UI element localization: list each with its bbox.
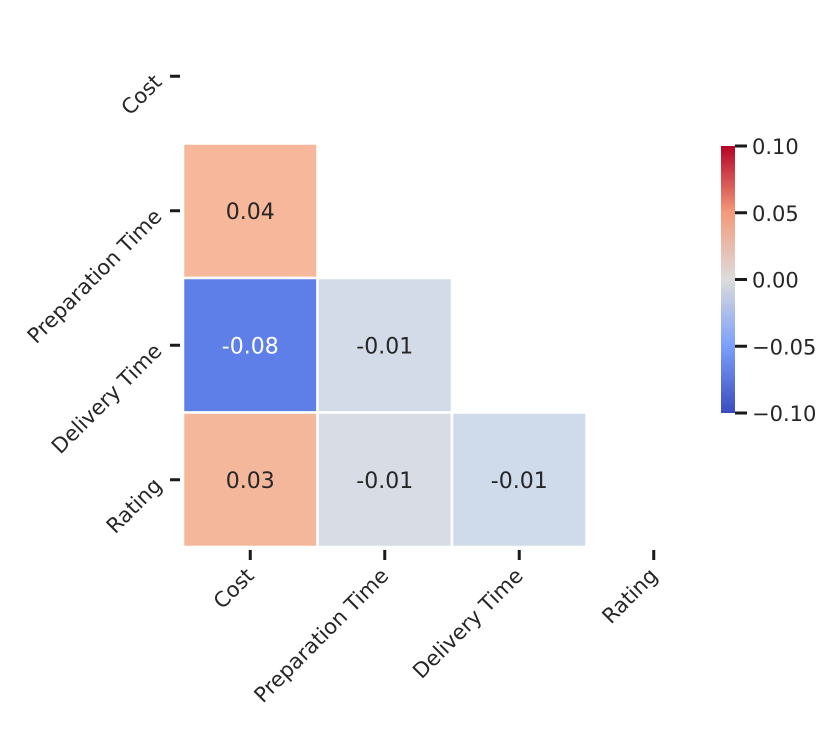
cell-value-label: 0.04 [226,200,275,225]
heatmap-cell [316,276,454,414]
colorbar-tick-label: −0.05 [752,335,816,359]
heatmap-cell [181,276,319,414]
colorbar-tick-label: −0.10 [752,402,816,426]
colorbar-ticks: 0.10 0.05 0.00 −0.05 −0.10 [735,135,816,426]
x-tick-label: Preparation Time [249,564,393,708]
y-tick-label: Delivery Time [47,339,167,459]
colorbar-tick-label: 0.05 [752,202,799,226]
colorbar-gradient [721,146,735,413]
cell-value-label: -0.01 [491,469,548,494]
heatmap-cell [450,411,588,549]
cell-value-label: -0.01 [356,469,413,494]
heatmap-cells: 0.04 -0.08 -0.01 0.03 -0.01 -0.01 [181,142,588,549]
y-tick-label: Rating [102,473,167,538]
x-tick-label: Delivery Time [408,564,528,684]
colorbar: 0.10 0.05 0.00 −0.05 −0.10 [721,135,816,426]
y-tick-label: Preparation Time [23,204,167,348]
cell-value-label: -0.08 [222,334,279,359]
cell-value-label: 0.03 [226,469,275,494]
colorbar-tick-label: 0.00 [752,269,799,293]
cell-value-label: -0.01 [356,334,413,359]
x-tick-label: Cost [209,564,259,614]
heatmap-cell [181,142,319,280]
heatmap-cell [316,411,454,549]
y-tick-label: Cost [117,70,167,120]
colorbar-tick-label: 0.10 [752,135,799,159]
x-tick-label: Rating [597,564,662,629]
